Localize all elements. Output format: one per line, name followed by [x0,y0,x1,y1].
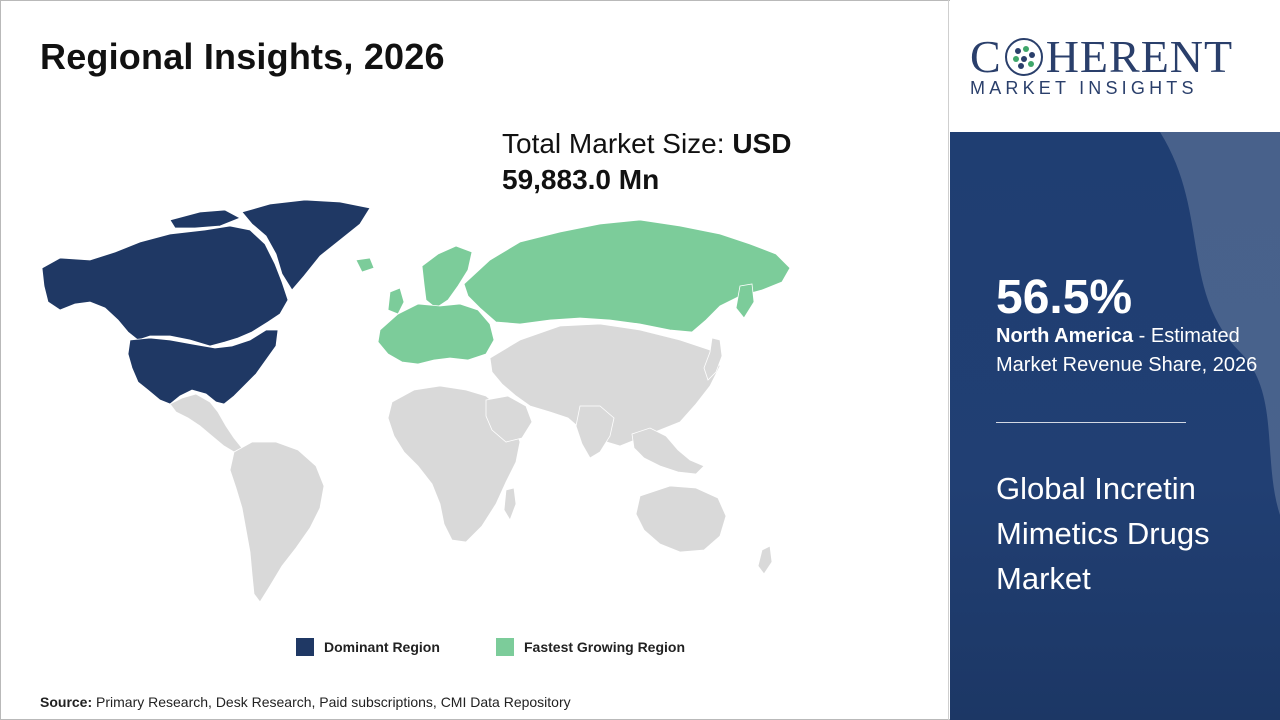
logo-tagline: MARKET INSIGHTS [970,78,1198,98]
shape-kamchatka [735,283,755,319]
shape-middle-east-asia [489,323,721,447]
market-size-value: 59,883.0 Mn [502,164,660,195]
region-north-america [41,199,371,405]
shape-new-zealand [757,545,773,575]
shape-uk [387,287,405,315]
share-region: North America [996,325,1134,347]
source-note: Source: Primary Research, Desk Research,… [40,694,571,710]
share-percentage: 56.5% [996,271,1133,324]
source-text: Primary Research, Desk Research, Paid su… [92,694,571,710]
logo-text-right: HERENT [1045,31,1234,82]
shape-japan [703,337,723,381]
shape-western-europe [377,303,495,365]
total-market-size: Total Market Size: USD 59,883.0 Mn [502,126,862,198]
panel-separator [996,422,1186,423]
logo-globe-icon [1004,37,1043,76]
legend-fastest: Fastest Growing Region [496,638,685,656]
shape-madagascar [503,487,517,521]
region-europe [355,219,791,365]
market-size-label: Total Market Size: [502,128,733,159]
share-description: North America - Estimated Market Revenue… [996,322,1266,380]
legend-label-fastest: Fastest Growing Region [524,639,686,655]
page-title: Regional Insights, 2026 [40,36,445,77]
shape-alaska-canada [41,225,289,347]
shape-south-america [229,441,325,603]
shape-russia [463,219,791,333]
market-size-currency: USD [732,128,792,159]
shape-arabia [485,395,533,443]
panel-divider [948,0,949,720]
logo-wordmark: C HERENT [970,30,1233,83]
legend-swatch-dominant [296,638,314,656]
insight-panel: 56.5% North America - Estimated Market R… [950,132,1280,720]
shape-arctic-islands [169,209,241,229]
legend-dominant: Dominant Region [296,638,440,656]
company-logo: C HERENT MARKET INSIGHTS [950,0,1280,132]
shape-india [575,405,615,459]
shape-usa [127,329,279,405]
legend-swatch-fastest [496,638,514,656]
panel-decoration [1160,132,1280,515]
world-map [41,199,791,603]
source-label: Source: [40,694,93,710]
logo-text-left: C [970,31,1002,82]
shape-scandinavia [421,245,473,309]
shape-greenland [241,199,371,291]
legend-label-dominant: Dominant Region [324,639,440,655]
shape-iceland [355,257,375,273]
shape-africa [387,385,521,543]
region-other [169,323,773,603]
share-desc-text: - Estimated Market Revenue Share, 2026 [996,325,1258,376]
shape-southeast-asia [631,427,705,475]
shape-australia [635,485,727,553]
shape-mexico-central-america [169,393,243,453]
market-name: Global Incretin Mimetics Drugs Market [996,471,1210,596]
